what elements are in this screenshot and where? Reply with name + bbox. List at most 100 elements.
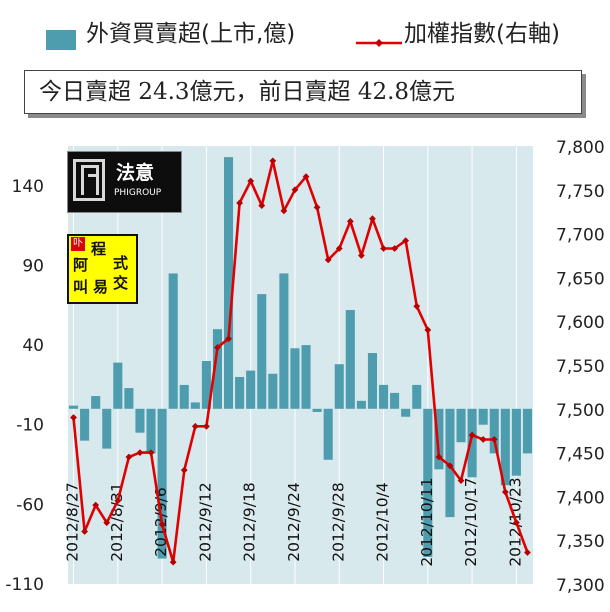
x-axis-tick-label: 2012/10/4 bbox=[374, 482, 392, 561]
bar bbox=[467, 408, 477, 478]
left-axis-tick-label: -110 bbox=[5, 575, 44, 595]
bar bbox=[456, 408, 466, 443]
plot-area bbox=[68, 146, 533, 584]
index-point bbox=[191, 422, 199, 430]
x-axis-tick-label: 2012/8/27 bbox=[64, 482, 82, 561]
bar bbox=[246, 370, 256, 409]
index-point bbox=[302, 173, 310, 181]
index-point bbox=[346, 217, 354, 225]
bar bbox=[312, 408, 322, 412]
bar bbox=[522, 408, 533, 454]
right-axis-tick-label: 7,450 bbox=[556, 445, 605, 465]
bar bbox=[212, 329, 223, 409]
legend-bar-swatch bbox=[46, 30, 76, 50]
bar bbox=[179, 384, 189, 409]
bar bbox=[334, 364, 344, 409]
phigroup-logo-name: 法意 bbox=[116, 162, 155, 184]
left-axis-tick-label: -10 bbox=[16, 416, 44, 436]
bar bbox=[500, 408, 510, 486]
bar bbox=[356, 400, 366, 409]
bar bbox=[257, 294, 267, 409]
index-point bbox=[147, 449, 155, 456]
index-point bbox=[324, 256, 332, 264]
index-point bbox=[180, 466, 188, 474]
x-axis-tick-label: 2012/8/31 bbox=[108, 482, 126, 561]
right-axis-tick-label: 7,800 bbox=[556, 138, 605, 158]
index-point bbox=[269, 157, 277, 165]
index-point bbox=[313, 203, 321, 211]
bar bbox=[102, 408, 112, 449]
index-point bbox=[391, 245, 399, 252]
bar bbox=[323, 408, 333, 460]
bar bbox=[113, 362, 123, 409]
index-point bbox=[236, 199, 244, 207]
index-point bbox=[335, 245, 343, 252]
right-axis-tick-label: 7,500 bbox=[556, 401, 605, 421]
bar bbox=[401, 408, 411, 417]
right-axis-tick-label: 7,750 bbox=[556, 182, 605, 202]
bar bbox=[80, 408, 90, 441]
index-point bbox=[81, 528, 89, 535]
bar bbox=[390, 392, 400, 409]
index-point bbox=[468, 431, 476, 439]
x-axis-tick-label: 2012/9/28 bbox=[329, 482, 347, 561]
index-point bbox=[457, 477, 465, 485]
right-axis-tick-label: 7,550 bbox=[556, 357, 605, 377]
index-point bbox=[125, 453, 133, 461]
bar bbox=[489, 408, 499, 454]
x-axis-tick-label: 2012/9/12 bbox=[196, 482, 214, 561]
index-point bbox=[402, 237, 410, 245]
bar bbox=[367, 353, 378, 409]
net-sell-note-box: 今日賣超 24.3億元，前日賣超 42.8億元 bbox=[24, 70, 582, 114]
bar bbox=[68, 405, 79, 409]
x-axis-tick-label: 2012/9/18 bbox=[241, 482, 259, 561]
bar bbox=[345, 310, 355, 409]
index-point bbox=[70, 414, 77, 421]
bar bbox=[201, 361, 211, 409]
legend-line-label: 加權指數(右軸) bbox=[404, 21, 560, 47]
index-point bbox=[291, 186, 299, 194]
index-point bbox=[225, 335, 232, 343]
right-axis-tick-label: 7,600 bbox=[556, 313, 605, 333]
program-logo-char: 交 bbox=[113, 274, 129, 292]
program-logo-char: 式 bbox=[113, 254, 129, 272]
index-point bbox=[369, 215, 376, 223]
bar bbox=[235, 376, 245, 409]
right-axis-tick-label: 7,400 bbox=[556, 488, 605, 508]
bar bbox=[135, 408, 145, 433]
index-point bbox=[103, 519, 111, 527]
legend-bar-label: 外資買賣超(上市,億) bbox=[86, 21, 296, 47]
bar bbox=[423, 408, 433, 557]
index-point bbox=[202, 422, 210, 430]
index-point bbox=[479, 436, 487, 443]
index-point bbox=[490, 436, 498, 443]
bar bbox=[157, 408, 167, 559]
left-axis-tick-label: 40 bbox=[22, 336, 44, 356]
phigroup-mark-icon bbox=[73, 159, 105, 201]
index-point bbox=[258, 202, 266, 209]
bar bbox=[290, 348, 300, 409]
index-point bbox=[280, 207, 288, 215]
bar bbox=[279, 273, 289, 409]
bar bbox=[434, 408, 444, 470]
x-axis-tick-label: 2012/10/17 bbox=[462, 477, 480, 566]
program-logo-char: 程 bbox=[91, 240, 107, 258]
bar bbox=[301, 345, 311, 409]
program-logo-badge-icon: 卟 bbox=[71, 237, 85, 251]
index-point bbox=[413, 302, 421, 310]
bar bbox=[223, 157, 234, 409]
index-point bbox=[92, 501, 100, 509]
index-point bbox=[214, 344, 221, 351]
index-point bbox=[158, 521, 166, 528]
bar bbox=[124, 388, 134, 409]
index-point bbox=[247, 177, 255, 185]
bar bbox=[378, 384, 389, 409]
phigroup-logo-sub: PHIGROUP bbox=[114, 188, 162, 198]
program-logo-char: 易 bbox=[93, 278, 109, 296]
left-axis-tick-label: 90 bbox=[22, 256, 44, 276]
bar bbox=[268, 373, 278, 409]
x-axis-tick-label: 2012/9/24 bbox=[285, 482, 303, 561]
index-point bbox=[114, 497, 122, 505]
bar bbox=[91, 396, 101, 409]
